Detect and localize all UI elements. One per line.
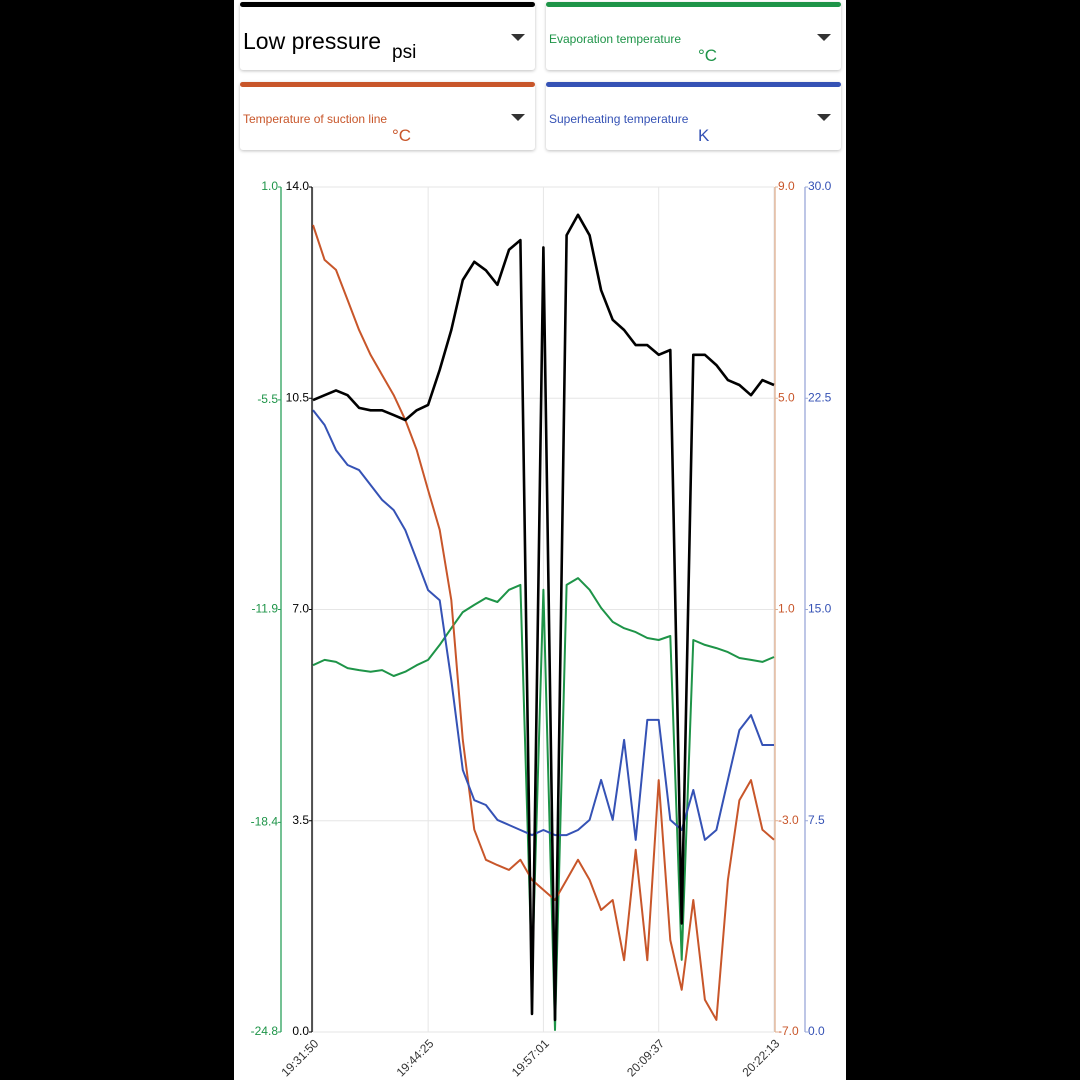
legend-name: Evaporation temperature [549,32,682,46]
y-tick-label: 0.0 [808,1024,825,1038]
dropdown-arrow[interactable] [817,114,831,122]
y-tick-label: -3.0 [778,813,799,827]
y-tick-label: 15.0 [808,602,832,616]
y-tick-label: 7.0 [292,602,309,616]
y-tick-label: -24.8 [251,1024,279,1038]
series-selector[interactable]: Temperature of suction line °C [240,82,535,150]
x-tick-label: 19:31:50 [278,1036,321,1079]
legend-name: Temperature of suction line [243,112,388,126]
legend-unit: °C [392,126,412,145]
series-selector[interactable]: Superheating temperature K [546,82,841,150]
series-selector[interactable]: Low pressure psi [240,2,535,70]
legend-unit: °C [698,46,718,65]
y-tick-label: 9.0 [778,179,795,193]
y-tick-label: 0.0 [292,1024,309,1038]
color-bar [546,2,841,7]
legend-name: Low pressure [243,28,382,54]
y-tick-label: 30.0 [808,179,832,193]
panel: Low pressure psi Evaporation temperature °C… [234,0,846,1080]
y-tick-label: 3.5 [292,813,309,827]
y-tick-label: 10.5 [286,390,310,404]
color-bar [546,82,841,87]
x-tick-label: 19:57:01 [509,1036,552,1079]
y-tick-label: 7.5 [808,813,825,827]
series-line [312,213,775,1022]
y-tick-label: 14.0 [286,179,310,193]
series-line [312,224,775,1021]
chart: 19:31:50 19:44:25 19:57:01 20:09:37 20:22:13… [251,179,832,1079]
dropdown-arrow[interactable] [511,34,525,42]
color-bar [240,82,535,87]
color-bar [240,2,535,7]
x-tick-label: 20:09:37 [624,1036,667,1079]
series-line [312,409,774,841]
dropdown-arrow[interactable] [511,114,525,122]
x-tick-label: 19:44:25 [394,1036,437,1079]
y-tick-label: -18.4 [251,815,279,829]
y-tick-label: 22.5 [808,390,832,404]
y-tick-label: -5.5 [257,392,278,406]
series-line [312,577,775,1031]
y-tick-label: -11.9 [252,602,279,616]
series-selector[interactable]: Evaporation temperature °C [546,2,841,70]
x-tick-label: 20:22:13 [739,1036,782,1079]
legend-unit: K [698,126,710,145]
legend-unit: psi [392,42,417,63]
y-tick-label: -7.0 [778,1024,799,1038]
legend-name: Superheating temperature [549,112,689,126]
y-tick-label: 1.0 [778,602,795,616]
y-tick-label: 5.0 [778,390,795,404]
dropdown-arrow[interactable] [817,34,831,42]
y-tick-label: 1.0 [261,179,278,193]
